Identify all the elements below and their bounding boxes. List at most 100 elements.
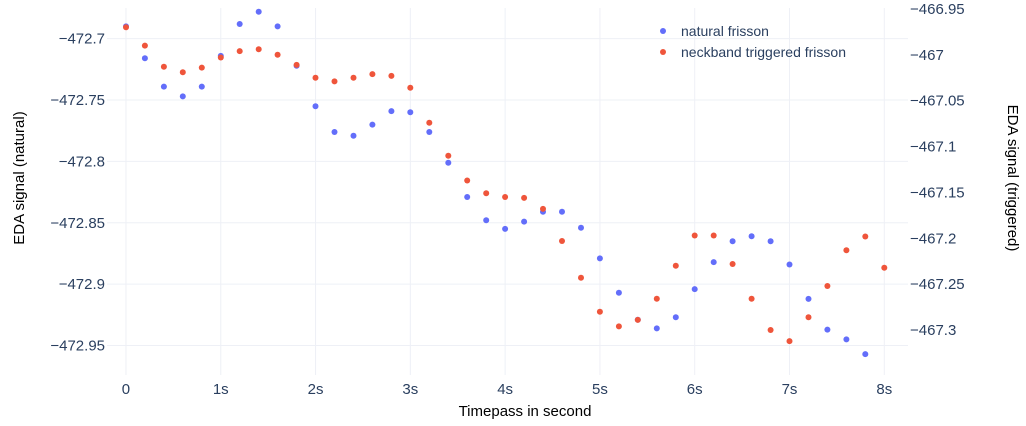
y-right-tick-label: −467.3 <box>910 322 956 339</box>
data-point <box>615 323 622 330</box>
y-right-tick-label: −467.25 <box>910 276 965 293</box>
data-point <box>407 109 414 116</box>
y-axis-left-title: EDA signal (natural) <box>11 111 28 244</box>
series-natural <box>123 8 869 358</box>
data-point <box>255 46 262 53</box>
legend-marker-triggered <box>660 49 666 55</box>
data-point <box>464 177 471 184</box>
data-point <box>691 232 698 239</box>
y-left-tick-label: −472.9 <box>59 276 105 293</box>
data-point <box>483 217 490 224</box>
y-right-tick-label: −466.95 <box>910 1 965 18</box>
data-point <box>862 351 869 358</box>
y-right-tick-label: −467.05 <box>910 93 965 110</box>
data-point <box>160 83 167 90</box>
data-point <box>388 108 395 115</box>
data-point <box>767 238 774 245</box>
data-point <box>843 336 850 343</box>
data-point <box>160 63 167 70</box>
data-point <box>786 338 793 345</box>
data-point <box>426 129 433 135</box>
data-point <box>748 295 755 302</box>
data-point <box>407 84 414 91</box>
data-point <box>502 194 509 200</box>
y-left-tick-label: −472.8 <box>59 153 105 170</box>
data-point <box>729 238 736 245</box>
data-point <box>255 8 262 15</box>
data-point <box>236 48 243 55</box>
legend[interactable]: natural frisson neckband triggered friss… <box>660 23 846 60</box>
data-point <box>179 69 186 76</box>
y-left-tick-label: −472.95 <box>50 338 105 355</box>
y-axis-right-title: EDA signal (triggered) <box>1004 105 1021 252</box>
y-axis-left-ticks: −472.7 −472.75 −472.8 −472.85 −472.9 −472.95 <box>50 31 105 355</box>
x-gridlines <box>125 8 885 375</box>
data-point <box>843 247 850 254</box>
data-point <box>483 190 490 197</box>
x-tick-label: 4s <box>497 381 513 398</box>
data-point <box>331 78 338 85</box>
data-point <box>786 261 793 268</box>
data-point <box>445 159 452 166</box>
data-point <box>691 286 698 293</box>
y-right-tick-label: −467.1 <box>910 139 956 156</box>
data-point <box>596 255 603 262</box>
data-point <box>559 238 565 244</box>
y-right-tick-label: −467.2 <box>910 230 956 247</box>
data-point <box>824 283 831 289</box>
data-point <box>710 259 717 266</box>
data-point <box>596 308 603 315</box>
data-point <box>388 72 395 79</box>
data-point <box>578 224 584 231</box>
y-axis-right-ticks: −466.95 −467 −467.05 −467.1 −467.15 −467.2 −46… <box>910 1 965 339</box>
data-point <box>634 316 641 323</box>
data-point <box>312 103 319 110</box>
data-point <box>805 314 812 321</box>
y-gridlines <box>107 38 908 347</box>
data-point <box>559 208 565 215</box>
y-left-tick-label: −472.85 <box>50 215 105 232</box>
legend-label-triggered: neckband triggered frisson <box>681 44 846 60</box>
y-right-tick-label: −467.15 <box>910 184 965 201</box>
y-left-tick-label: −472.7 <box>59 31 105 48</box>
legend-item-natural[interactable]: natural frisson <box>660 23 769 39</box>
x-tick-label: 1s <box>213 381 229 398</box>
x-tick-label: 6s <box>687 381 703 398</box>
legend-item-triggered[interactable]: neckband triggered frisson <box>660 44 846 60</box>
x-tick-label: 3s <box>402 381 418 398</box>
data-point <box>350 132 357 139</box>
data-point <box>369 71 376 78</box>
data-point <box>141 55 148 62</box>
series-triggered <box>123 24 888 345</box>
data-point <box>198 83 205 90</box>
data-point <box>578 274 584 281</box>
data-point <box>179 93 186 100</box>
x-tick-label: 0 <box>122 381 130 398</box>
data-point <box>445 152 452 159</box>
data-point <box>767 327 774 333</box>
data-point <box>274 51 281 58</box>
data-point <box>369 121 376 128</box>
data-point <box>331 129 338 135</box>
data-point <box>217 54 224 61</box>
data-point <box>672 314 679 321</box>
y-right-tick-label: −467 <box>910 47 944 64</box>
data-point <box>350 74 357 81</box>
data-point <box>141 42 148 49</box>
data-point <box>710 232 717 239</box>
data-point <box>293 61 300 68</box>
x-axis-title: Timepass in second <box>459 403 592 420</box>
data-points <box>123 8 888 358</box>
data-point <box>274 23 281 30</box>
data-point <box>729 261 736 267</box>
data-point <box>502 225 509 232</box>
legend-label-natural: natural frisson <box>681 23 769 39</box>
x-tick-label: 7s <box>782 381 798 398</box>
data-point <box>464 194 471 200</box>
data-point <box>824 326 831 333</box>
y-left-tick-label: −472.75 <box>50 92 105 109</box>
x-tick-label: 2s <box>308 381 324 398</box>
data-point <box>540 205 546 212</box>
data-point <box>521 194 528 201</box>
